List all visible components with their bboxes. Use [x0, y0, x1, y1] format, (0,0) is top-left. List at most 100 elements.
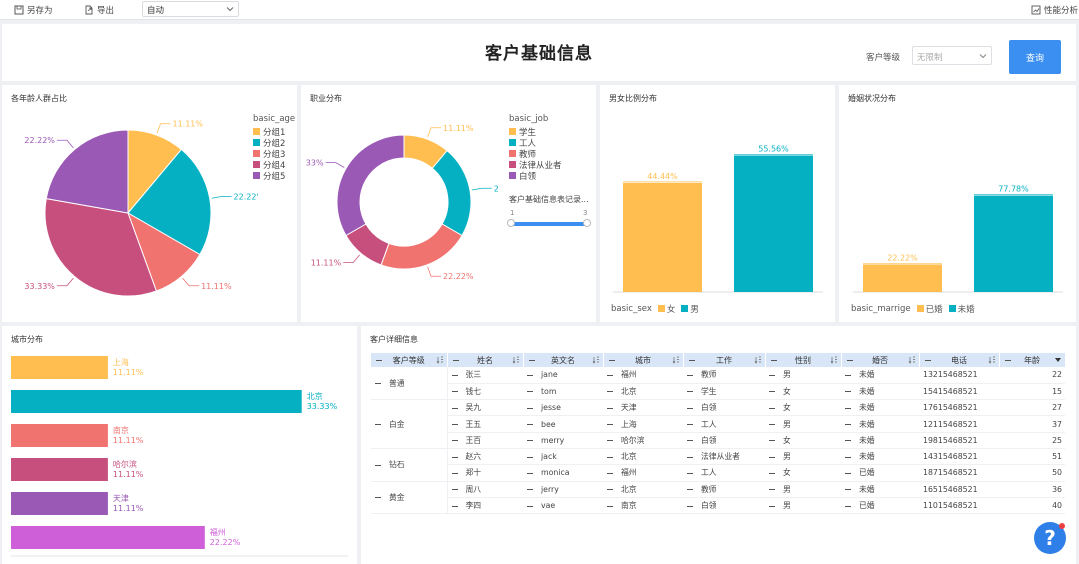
job-legend-item[interactable]: 学生	[509, 126, 562, 138]
collapse-icon[interactable]	[375, 464, 381, 466]
column-header[interactable]: 工作	[683, 353, 766, 367]
collapse-icon[interactable]	[687, 374, 693, 376]
save-as-button[interactable]: 另存为	[14, 3, 53, 17]
collapse-icon[interactable]	[527, 440, 533, 442]
collapse-icon[interactable]	[527, 489, 533, 491]
collapse-icon[interactable]	[608, 360, 615, 361]
sort-filter-icon[interactable]	[592, 356, 600, 364]
collapse-icon[interactable]	[607, 440, 613, 442]
sort-desc-icon[interactable]	[1054, 356, 1062, 364]
collapse-icon[interactable]	[769, 456, 775, 458]
age-legend-item[interactable]: 分组3	[253, 148, 295, 160]
collapse-icon[interactable]	[687, 489, 693, 491]
collapse-icon[interactable]	[845, 407, 851, 409]
collapse-icon[interactable]	[769, 391, 775, 393]
city-bar[interactable]	[11, 526, 205, 549]
collapse-icon[interactable]	[845, 505, 851, 507]
collapse-icon[interactable]	[527, 505, 533, 507]
column-header[interactable]: 客户等级	[371, 353, 448, 367]
column-header[interactable]: 城市	[603, 353, 684, 367]
collapse-icon[interactable]	[845, 472, 851, 474]
marriage-bar[interactable]	[974, 195, 1053, 292]
collapse-icon[interactable]	[451, 456, 458, 458]
collapse-icon[interactable]	[845, 391, 851, 393]
collapse-icon[interactable]	[687, 424, 693, 426]
collapse-icon[interactable]	[687, 407, 693, 409]
collapse-icon[interactable]	[451, 505, 458, 507]
collapse-icon[interactable]	[451, 391, 458, 393]
collapse-icon[interactable]	[769, 424, 775, 426]
sort-filter-icon[interactable]	[512, 356, 520, 364]
customer-level-cell[interactable]: 钻石	[371, 448, 448, 482]
collapse-icon[interactable]	[769, 374, 775, 376]
city-bar[interactable]	[11, 356, 108, 379]
collapse-icon[interactable]	[607, 391, 613, 393]
job-legend-item[interactable]: 教师	[509, 148, 562, 160]
age-legend-item[interactable]: 分组4	[253, 159, 295, 171]
age-legend-item[interactable]: 分组2	[253, 137, 295, 149]
collapse-icon[interactable]	[687, 440, 693, 442]
collapse-icon[interactable]	[375, 383, 381, 385]
collapse-icon[interactable]	[845, 424, 851, 426]
collapse-icon[interactable]	[451, 374, 458, 376]
help-button[interactable]: ?	[1034, 522, 1066, 554]
column-header[interactable]: 婚否	[841, 353, 920, 367]
marriage-bar[interactable]	[863, 264, 942, 292]
collapse-icon[interactable]	[607, 424, 613, 426]
collapse-icon[interactable]	[451, 472, 458, 474]
job-legend-item[interactable]: 工人	[509, 137, 562, 149]
sort-filter-icon[interactable]	[754, 356, 762, 364]
table-row[interactable]: 钻石 赵六 jack 北京 法律从业者 男 未婚 14315468521 51	[371, 448, 1065, 482]
column-header[interactable]: 电话	[919, 353, 1000, 367]
collapse-icon[interactable]	[687, 391, 693, 393]
job-legend-item[interactable]: 白领	[509, 170, 562, 182]
collapse-icon[interactable]	[607, 472, 613, 474]
collapse-icon[interactable]	[846, 360, 853, 361]
collapse-icon[interactable]	[845, 489, 851, 491]
collapse-icon[interactable]	[845, 440, 851, 442]
collapse-icon[interactable]	[769, 472, 775, 474]
table-row[interactable]: 王五 bee 上海 工人 男 未婚 12115468521 37	[371, 415, 1065, 433]
collapse-icon[interactable]	[452, 360, 459, 361]
sort-filter-icon[interactable]	[436, 356, 444, 364]
age-slice[interactable]	[127, 148, 212, 256]
column-header[interactable]: 姓名	[447, 353, 524, 367]
table-row[interactable]: 钱七 tom 北京 学生 女 未婚 15415468521 15	[371, 383, 1065, 401]
collapse-icon[interactable]	[769, 489, 775, 491]
sort-filter-icon[interactable]	[908, 356, 916, 364]
collapse-icon[interactable]	[375, 497, 381, 499]
collapse-icon[interactable]	[769, 440, 775, 442]
customer-level-cell[interactable]: 白金	[371, 399, 448, 449]
column-header[interactable]: 年龄	[999, 353, 1066, 367]
collapse-icon[interactable]	[770, 360, 777, 361]
collapse-icon[interactable]	[769, 407, 775, 409]
table-row[interactable]: 李四 vae 南京 白领 男 已婚 11015468521 40	[371, 497, 1065, 515]
collapse-icon[interactable]	[607, 456, 613, 458]
collapse-icon[interactable]	[451, 407, 458, 409]
city-bar[interactable]	[11, 458, 108, 481]
customer-level-cell[interactable]: 黄金	[371, 481, 448, 515]
job-slice[interactable]	[336, 134, 405, 237]
table-row[interactable]: 黄金 周八 jerry 北京 教师男未婚 16515468521 36	[371, 481, 1065, 515]
sort-filter-icon[interactable]	[672, 356, 680, 364]
collapse-icon[interactable]	[687, 505, 693, 507]
age-slice[interactable]	[44, 198, 158, 297]
age-legend-item[interactable]: 分组5	[253, 170, 295, 182]
customer-level-select[interactable]: 无限制	[912, 46, 992, 65]
age-slice[interactable]	[45, 129, 129, 214]
slider-handle-right[interactable]	[583, 219, 591, 227]
collapse-icon[interactable]	[527, 472, 533, 474]
city-bar[interactable]	[11, 424, 108, 447]
customer-level-cell[interactable]: 普通	[371, 367, 448, 401]
column-header[interactable]: 英文名	[523, 353, 604, 367]
collapse-icon[interactable]	[924, 360, 931, 361]
collapse-icon[interactable]	[845, 374, 851, 376]
table-row[interactable]: 王百 merry 哈尔滨 白领 女 未婚 19815468521 25	[371, 432, 1065, 449]
collapse-icon[interactable]	[527, 391, 533, 393]
record-slider-track[interactable]	[510, 222, 588, 226]
collapse-icon[interactable]	[607, 505, 613, 507]
sort-filter-icon[interactable]	[988, 356, 996, 364]
gender-bar[interactable]	[734, 155, 813, 292]
gender-bar[interactable]	[623, 182, 702, 292]
job-slice[interactable]	[431, 149, 472, 237]
